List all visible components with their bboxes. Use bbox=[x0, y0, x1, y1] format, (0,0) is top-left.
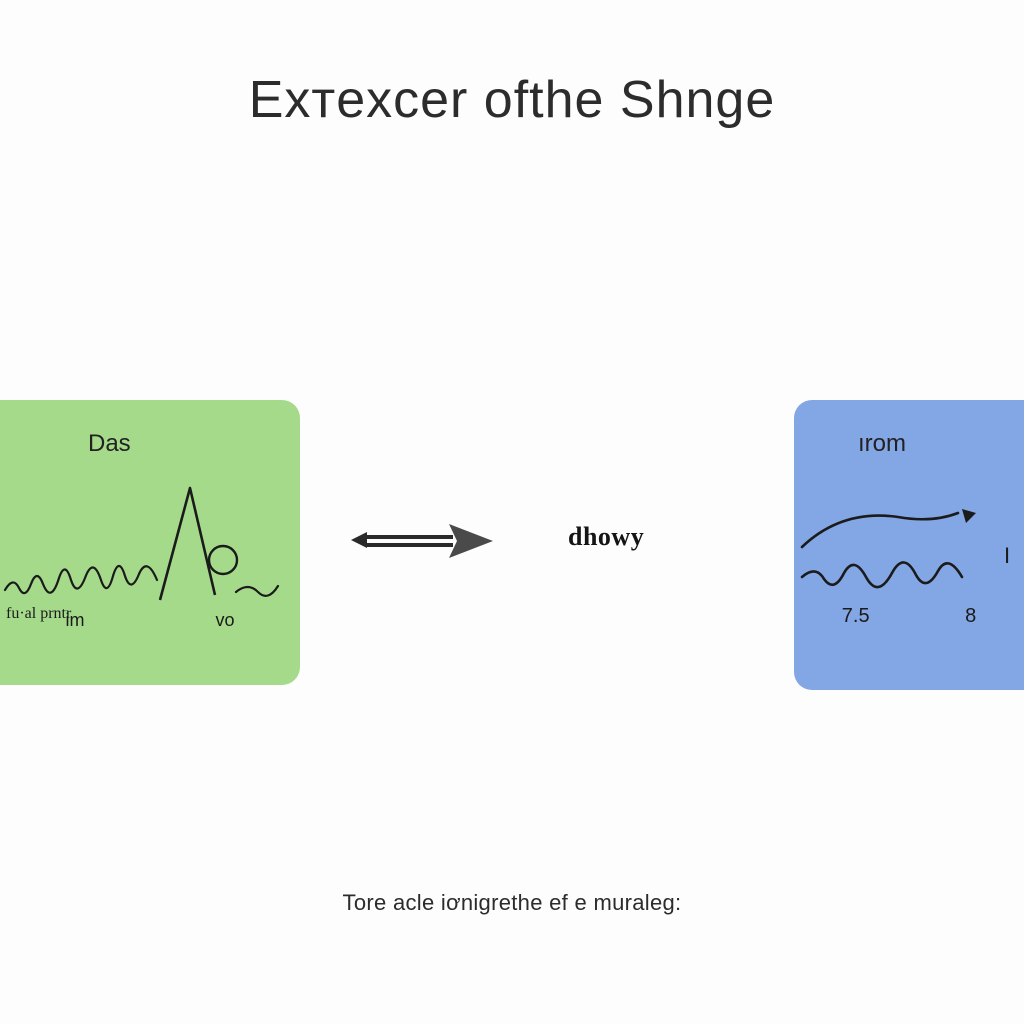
left-wave-path bbox=[5, 566, 157, 593]
left-bottom-labels: im vo bbox=[0, 610, 300, 631]
left-panel: Das fu·al prntr im vo bbox=[0, 400, 300, 685]
right-panel-graph: I bbox=[794, 485, 1024, 605]
arrow-svg bbox=[345, 520, 495, 570]
right-swoosh-arrowhead-icon bbox=[962, 509, 976, 523]
left-tail-path bbox=[236, 586, 278, 596]
right-bottom-label-1: 8 bbox=[965, 605, 976, 628]
right-bottom-label-0: 7.5 bbox=[842, 605, 870, 628]
caption-text: Tore acle iơnigrethe ef e muraleg: bbox=[0, 890, 1024, 916]
arrow-head-icon bbox=[449, 524, 493, 558]
left-circle-marker bbox=[209, 546, 237, 574]
middle-word: dhowy bbox=[568, 522, 644, 552]
left-panel-graph: fu·al prntr bbox=[0, 470, 300, 630]
right-panel: ırom I 7.5 8 bbox=[794, 400, 1024, 690]
right-swoosh-path bbox=[802, 513, 958, 547]
right-panel-label: ırom bbox=[858, 430, 906, 458]
left-panel-label: Das bbox=[88, 430, 131, 458]
right-wave-path bbox=[802, 562, 962, 587]
left-bottom-label-0: im bbox=[65, 610, 84, 631]
page-title: Exтexcer ofthe Shnge bbox=[0, 70, 1024, 130]
left-peak-path bbox=[160, 488, 215, 600]
left-bottom-label-1: vo bbox=[215, 610, 234, 631]
diagram-page: Exтexcer ofthe Shnge Das fu·al prntr im … bbox=[0, 0, 1024, 1024]
arrow-tail-icon bbox=[351, 532, 367, 548]
right-tick-label: I bbox=[1004, 543, 1010, 568]
flow-arrow bbox=[345, 520, 495, 570]
right-bottom-labels: 7.5 8 bbox=[794, 605, 1024, 628]
